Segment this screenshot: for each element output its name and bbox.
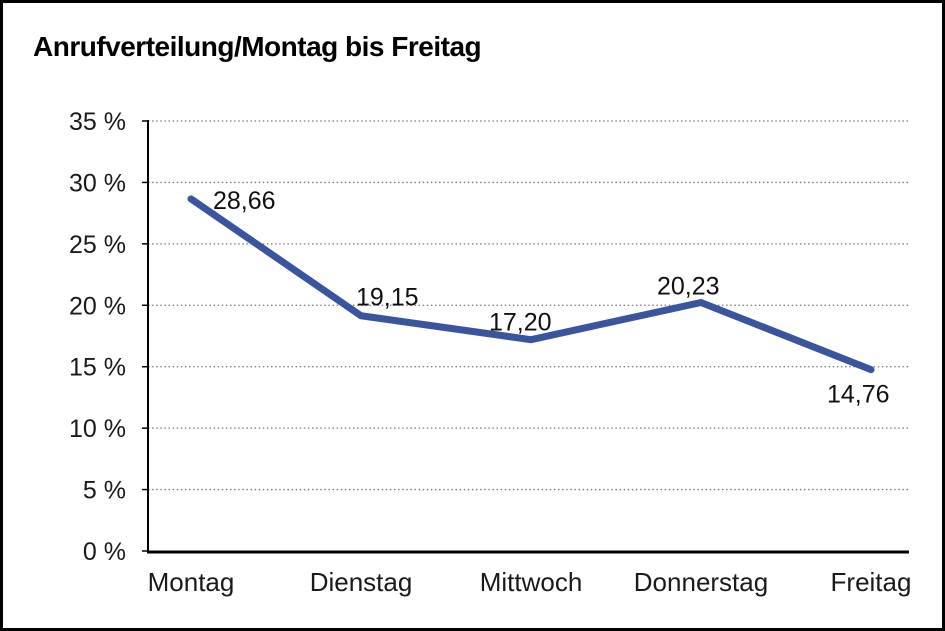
y-axis-tick-label: 15 % [69,354,126,382]
y-axis-tick-label: 5 % [83,477,126,505]
data-point-label: 19,15 [356,284,419,312]
data-point-label: 28,66 [213,187,276,215]
y-axis-tick-label: 20 % [69,292,126,320]
x-axis-label: Montag [148,567,235,597]
x-axis-label: Dienstag [310,567,413,597]
y-axis-tick-label: 25 % [69,231,126,259]
line-chart: 0 % 5 % 10 % 15 % 20 % 25 % 30 % 35 % 28,66 19,15… [69,108,912,597]
y-axis-tick-label: 10 % [69,415,126,443]
data-point-label: 20,23 [657,272,720,300]
x-axis-label: Freitag [831,567,912,597]
data-line [187,195,875,374]
data-point-label: 14,76 [827,381,890,409]
y-axis-tick-label: 30 % [69,169,126,197]
y-axis-tick-label: 0 % [83,538,126,566]
y-axis-tick-label: 35 % [69,108,126,136]
data-point-label: 17,20 [489,309,552,337]
chart-title: Anrufverteilung/Montag bis Freitag [33,31,482,62]
x-axis-label: Donnerstag [634,567,768,597]
x-axis-label: Mittwoch [480,567,583,597]
